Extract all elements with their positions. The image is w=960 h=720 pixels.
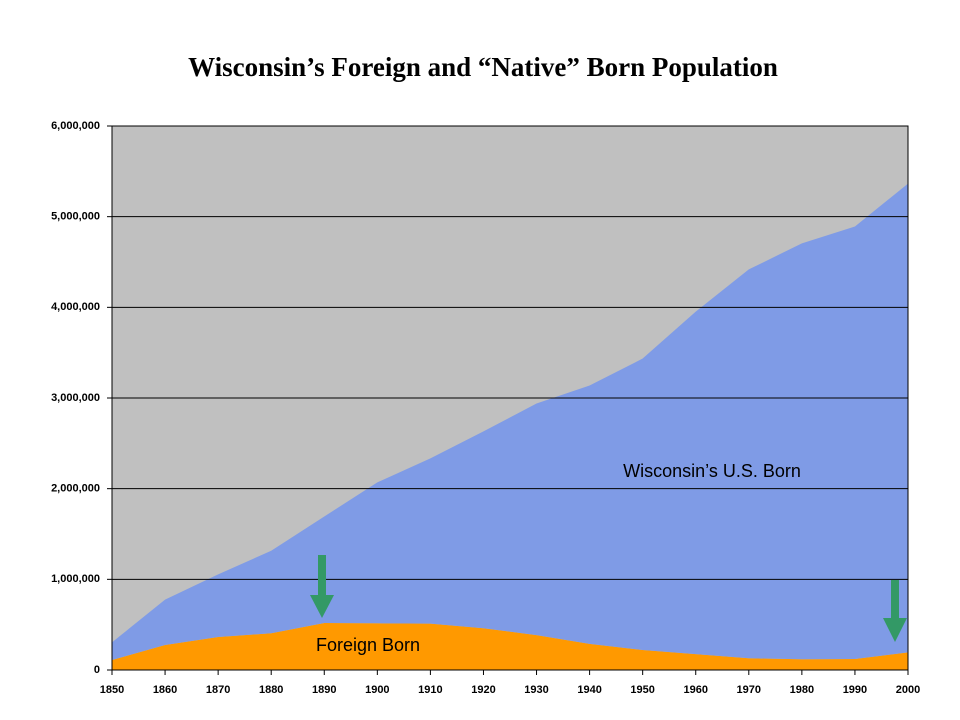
- arrow-head: [883, 618, 907, 642]
- x-tick-label: 1900: [365, 684, 389, 696]
- x-tick-label: 2000: [896, 684, 920, 696]
- area: [112, 183, 908, 661]
- y-tick-label: 0: [94, 664, 100, 676]
- x-tick-label: 1950: [630, 684, 654, 696]
- x-tick-label: 1890: [312, 684, 336, 696]
- area: [112, 622, 908, 670]
- y-tick-label: 2,000,000: [51, 483, 100, 495]
- x-tick-label: 1980: [790, 684, 814, 696]
- y-tick-label: 4,000,000: [51, 301, 100, 313]
- x-tick-label: 1870: [206, 684, 230, 696]
- x-tick-label: 1860: [153, 684, 177, 696]
- plot-area: 0 1,000,000 2,000,000 3,000,000 4,000,000 5,0…: [51, 120, 920, 696]
- arrow-head: [310, 595, 334, 618]
- x-tick-label: 1880: [259, 684, 283, 696]
- x-tick-label: 1960: [683, 684, 707, 696]
- y-tick-label: 1,000,000: [51, 573, 100, 585]
- y-tick-label: 6,000,000: [51, 120, 100, 132]
- y-tick-label: 3,000,000: [51, 392, 100, 404]
- x-tick-label: 1940: [577, 684, 601, 696]
- chart-title: Wisconsin’s Foreign and “Native” Born Po…: [188, 52, 778, 82]
- arrows: [310, 555, 907, 642]
- x-tick-label: 1850: [100, 684, 124, 696]
- x-tick-label: 1970: [737, 684, 761, 696]
- x-tick-label: 1990: [843, 684, 867, 696]
- area-label: Foreign Born: [316, 635, 420, 655]
- arrow-shaft: [891, 580, 899, 620]
- x-tick-label: 1920: [471, 684, 495, 696]
- plot-border: [111, 125, 909, 671]
- y-tick-label: 5,000,000: [51, 211, 100, 223]
- arrow-shaft: [318, 555, 326, 597]
- area-label: Wisconsin’s U.S. Born: [623, 461, 801, 481]
- x-tick-label: 1930: [524, 684, 548, 696]
- x-tick-label: 1910: [418, 684, 442, 696]
